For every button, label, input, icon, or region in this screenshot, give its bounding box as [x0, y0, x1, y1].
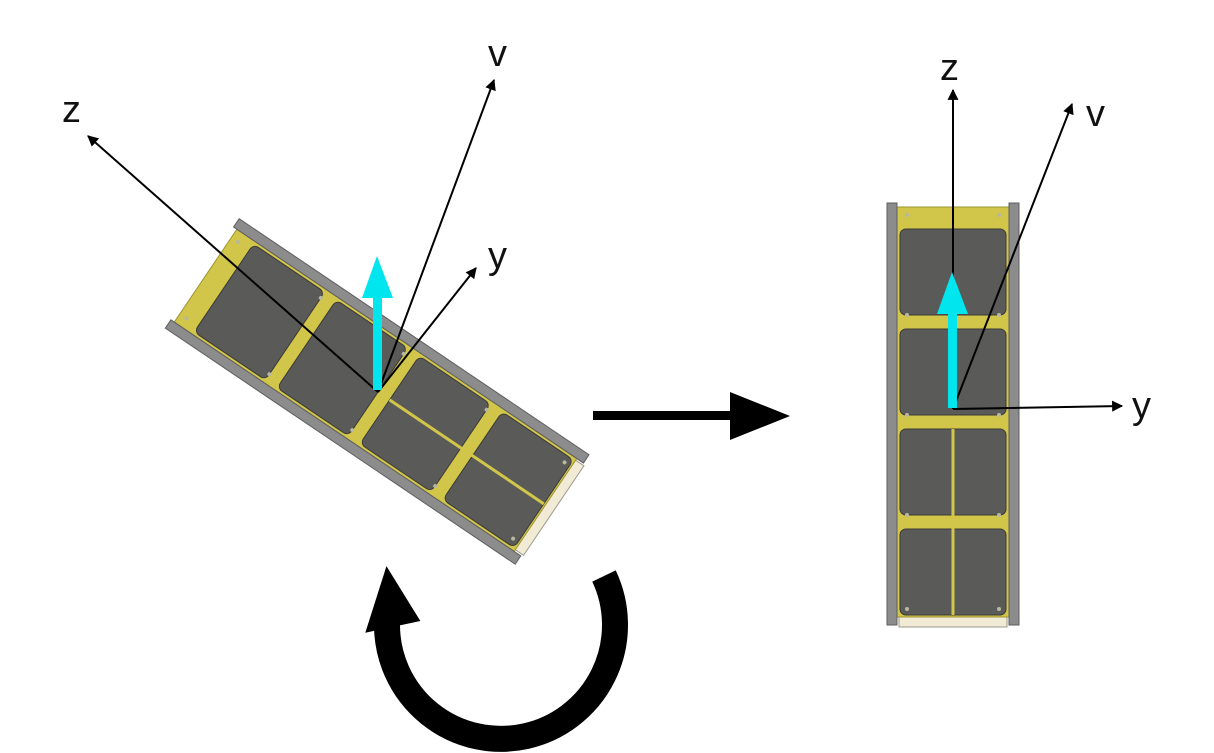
right-arrow-icon: [593, 392, 790, 440]
left-axis-y: [377, 267, 477, 393]
counter-clockwise-rotation-arrow-icon: [365, 566, 628, 752]
left-axis-z-label: z: [62, 89, 81, 131]
right-axis-v: [952, 102, 1074, 410]
right-satellite: z v y: [885, 47, 1151, 629]
left-axis-y-label: y: [488, 235, 507, 277]
left-velocity-up-arrow-icon: [362, 256, 393, 390]
left-axis-z: [87, 135, 379, 393]
right-axis-y-label: y: [1132, 385, 1151, 427]
left-axis-v: [377, 78, 496, 393]
right-velocity-up-arrow-icon: [937, 272, 968, 408]
right-axis-v-label: v: [1086, 93, 1105, 135]
left-satellite: z v y: [62, 33, 593, 567]
left-axis-v-label: v: [488, 33, 507, 75]
right-axis-z-label: z: [940, 47, 959, 89]
right-axis-y: [952, 400, 1124, 412]
